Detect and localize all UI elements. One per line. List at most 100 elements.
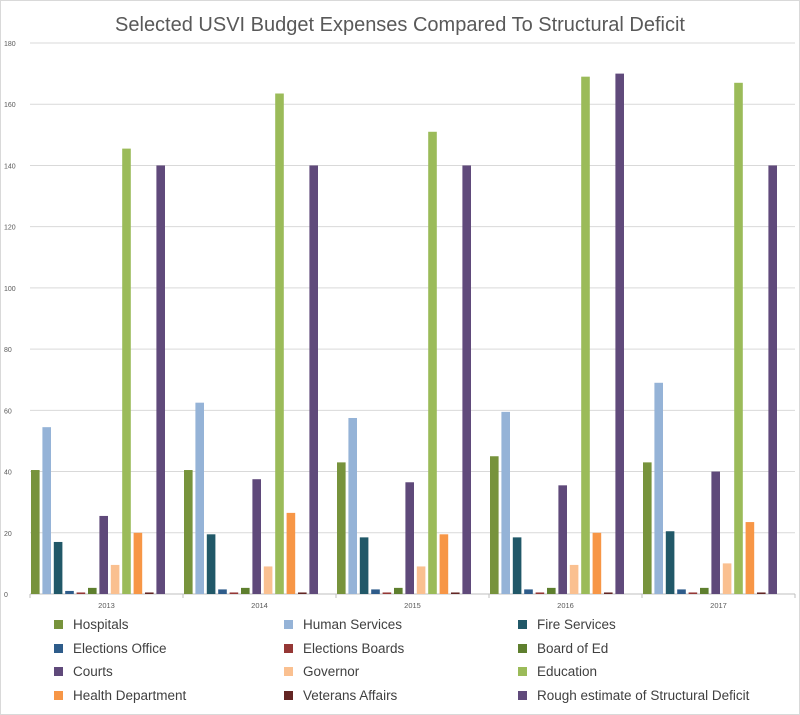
y-tick-label: 60 bbox=[4, 408, 12, 415]
x-tick-label: 2013 bbox=[98, 601, 115, 610]
plot-area: 0 20 40 60 80 100 120 140 160 180 2013 2014 2015 2016… bbox=[4, 41, 796, 610]
bar-hospitals bbox=[184, 470, 193, 594]
bar-hospitals bbox=[490, 456, 499, 594]
y-tick-label: 100 bbox=[4, 286, 16, 293]
bar-veterans-affairs bbox=[298, 592, 307, 594]
legend-label: Veterans Affairs bbox=[303, 687, 398, 703]
legend-label: Governor bbox=[303, 664, 360, 679]
bar-board-of-ed bbox=[700, 587, 709, 594]
y-tick-label: 20 bbox=[4, 531, 12, 538]
bar-courts bbox=[252, 479, 261, 594]
bar-elections-boards bbox=[382, 592, 392, 594]
bar-rough-estimate-of-structural-deficit bbox=[768, 165, 777, 594]
bar-human-services bbox=[654, 382, 663, 594]
bar-elections-boards bbox=[76, 592, 86, 594]
bar-health-department bbox=[133, 532, 143, 594]
bar-elections-office bbox=[524, 589, 533, 594]
bar-courts bbox=[711, 471, 720, 594]
bar-fire-services bbox=[359, 537, 369, 594]
legend-item: Health Department bbox=[54, 688, 186, 703]
bar-rough-estimate-of-structural-deficit bbox=[615, 73, 624, 595]
bar-elections-office bbox=[65, 590, 74, 594]
bar-education bbox=[734, 82, 743, 595]
legend-swatch bbox=[284, 667, 293, 676]
legend-item: Education bbox=[518, 664, 597, 679]
x-tick-label: 2017 bbox=[710, 601, 727, 610]
legend-label: Board of Ed bbox=[537, 640, 609, 656]
bar-governor bbox=[110, 564, 120, 594]
bar-fire-services bbox=[665, 531, 675, 594]
bar-courts bbox=[558, 485, 567, 594]
bar-elections-office bbox=[677, 589, 686, 594]
y-tick-label: 160 bbox=[4, 102, 16, 109]
y-tick-label: 180 bbox=[4, 41, 16, 48]
bar-elections-boards bbox=[535, 592, 545, 594]
bar-human-services bbox=[348, 417, 357, 594]
bar-governor bbox=[416, 566, 426, 594]
bar-elections-boards bbox=[229, 592, 239, 594]
bar-elections-boards bbox=[688, 592, 698, 594]
legend-swatch bbox=[54, 667, 63, 676]
bar-hospitals bbox=[31, 470, 40, 594]
legend-item: Governor bbox=[284, 664, 359, 679]
legend-label: Courts bbox=[73, 664, 113, 679]
bar-board-of-ed bbox=[241, 587, 250, 594]
legend-label: Hospitals bbox=[73, 617, 129, 632]
legend-item: Board of Ed bbox=[518, 641, 608, 656]
legend-item: Elections Boards bbox=[284, 641, 404, 656]
bar-education bbox=[428, 131, 437, 594]
x-tick-label: 2015 bbox=[404, 601, 421, 610]
bar-veterans-affairs bbox=[604, 592, 613, 594]
bar-education bbox=[275, 93, 284, 594]
legend-label: Human Services bbox=[303, 617, 403, 632]
bar-board-of-ed bbox=[394, 587, 403, 594]
legend-label: Education bbox=[537, 664, 598, 679]
y-tick-label: 80 bbox=[4, 347, 12, 354]
bar-human-services bbox=[195, 402, 204, 594]
bar-veterans-affairs bbox=[757, 592, 766, 594]
bar-health-department bbox=[592, 532, 602, 594]
bar-governor bbox=[263, 566, 273, 594]
bar-veterans-affairs bbox=[451, 592, 460, 594]
legend-item: Elections Office bbox=[54, 641, 167, 656]
bar-education bbox=[122, 148, 131, 594]
legend-item: Rough estimate of Structural Deficit bbox=[518, 688, 749, 703]
bar-health-department bbox=[286, 512, 296, 594]
x-tick-label: 2016 bbox=[557, 601, 574, 610]
legend-swatch bbox=[54, 690, 63, 700]
legend-swatch bbox=[284, 643, 293, 653]
legend-swatch bbox=[54, 643, 63, 653]
legend-swatch bbox=[54, 620, 63, 629]
x-tick-label: 2014 bbox=[251, 601, 268, 610]
legend-swatch bbox=[284, 690, 293, 700]
legend-label: Health Department bbox=[73, 687, 187, 703]
bar-governor bbox=[722, 563, 732, 594]
legend-item: Fire Services bbox=[518, 617, 616, 632]
legend-item: Courts bbox=[54, 664, 113, 679]
legend-item: Human Services bbox=[284, 617, 402, 632]
bar-rough-estimate-of-structural-deficit bbox=[156, 165, 165, 594]
legend-swatch bbox=[518, 643, 527, 653]
bar-courts bbox=[99, 515, 108, 594]
bar-board-of-ed bbox=[88, 587, 97, 594]
bar-governor bbox=[569, 564, 579, 594]
bar-fire-services bbox=[512, 537, 522, 594]
bar-hospitals bbox=[337, 462, 346, 594]
y-tick-label: 120 bbox=[4, 225, 16, 232]
legend-swatch bbox=[518, 667, 527, 676]
bar-rough-estimate-of-structural-deficit bbox=[309, 165, 318, 594]
legend-item: Veterans Affairs bbox=[284, 688, 397, 703]
bar-fire-services bbox=[206, 534, 216, 594]
legend-label: Fire Services bbox=[537, 617, 616, 632]
legend-swatch bbox=[518, 690, 527, 700]
bar-veterans-affairs bbox=[145, 592, 154, 594]
chart-title: Selected USVI Budget Expenses Compared T… bbox=[115, 14, 685, 36]
bar-elections-office bbox=[218, 589, 227, 594]
legend-label: Rough estimate of Structural Deficit bbox=[537, 687, 750, 703]
y-tick-label: 140 bbox=[4, 163, 16, 170]
bar-elections-office bbox=[371, 589, 380, 594]
bar-human-services bbox=[501, 411, 510, 594]
legend-item: Hospitals bbox=[54, 617, 129, 632]
legend-swatch bbox=[284, 620, 293, 629]
bar-human-services bbox=[42, 427, 51, 594]
